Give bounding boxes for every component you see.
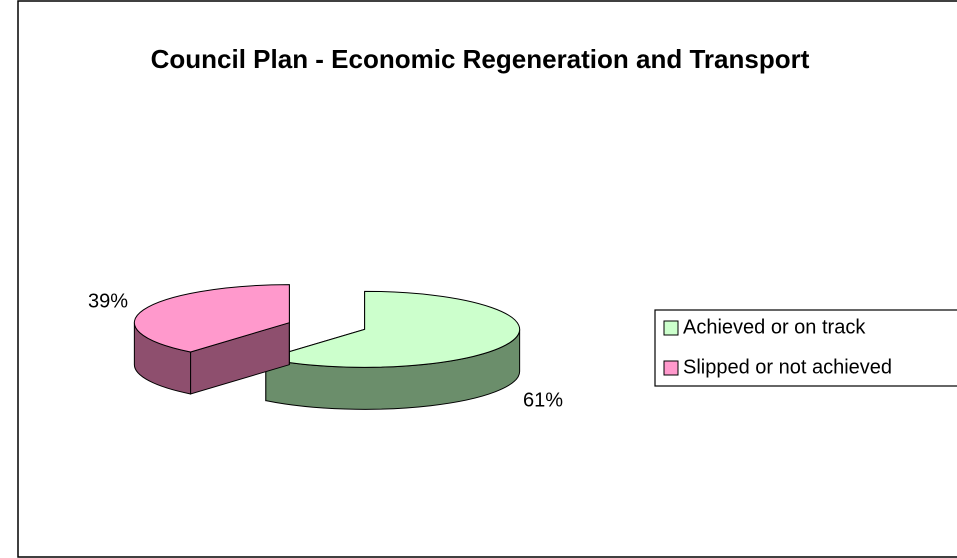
legend-label: Achieved or on track [683,316,866,338]
slice-top [133,284,290,353]
legend-swatch [663,320,679,336]
legend-label: Slipped or not achieved [683,356,892,378]
data-label: 39% [88,290,128,312]
chart-title: Council Plan - Economic Regeneration and… [150,44,810,74]
chart-frame [17,0,957,558]
legend-swatch [663,360,679,376]
slice-top [265,290,521,368]
legend-box [654,309,957,387]
data-label: 61% [523,389,563,411]
